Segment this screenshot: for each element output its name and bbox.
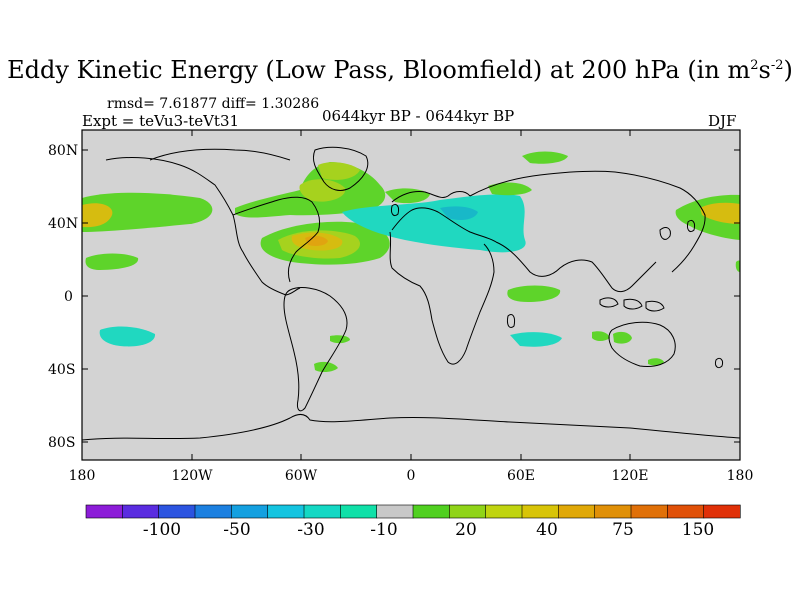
colorbar-swatch [376, 504, 414, 519]
colorbar-swatch [158, 504, 196, 519]
field-atlantic-orange [305, 235, 328, 246]
field-greenland [318, 162, 360, 180]
field-australia [613, 331, 632, 344]
colorbar [85, 504, 741, 519]
colorbar-swatch [122, 504, 160, 519]
colorbar-label-5: 40 [536, 520, 558, 540]
y-label-80n: 80N [48, 143, 79, 159]
field-siberia-green [488, 182, 532, 196]
colorbar-swatch [412, 504, 450, 519]
field-europe-teal [440, 206, 478, 220]
colorbar-label-4: 20 [455, 520, 477, 540]
y-ticks [82, 149, 740, 443]
colorbar-label-3: -10 [370, 520, 398, 540]
field-pacific-west-core [82, 203, 113, 228]
colorbar-swatch [630, 504, 668, 519]
colorbar-swatch [594, 504, 632, 519]
field-south-indian-green [592, 331, 610, 341]
x-label-180-left: 180 [68, 468, 96, 484]
field-south-atlantic-cyan [510, 332, 562, 347]
x-label-120e: 120E [611, 468, 649, 484]
field-europe-cyan [342, 194, 526, 253]
colorbar-swatch [194, 504, 232, 519]
colorbar-swatch [85, 504, 123, 519]
colorbar-label-2: -30 [297, 520, 325, 540]
colorbar-swatch [267, 504, 305, 519]
colorbar-label-6: 75 [612, 520, 634, 540]
colorbar-label-1: -50 [223, 520, 251, 540]
map-background [82, 130, 740, 460]
colorbar-swatch [449, 504, 487, 519]
field-arctic-green [522, 151, 568, 164]
field-pacific-west [82, 192, 213, 232]
x-label-180-right: 180 [726, 468, 754, 484]
colorbar-swatch [703, 504, 741, 519]
colorbar-label-7: 150 [681, 520, 715, 540]
colorbar-label-0: -100 [142, 520, 182, 540]
field-indian-ocean [507, 285, 561, 302]
x-ticks [81, 130, 741, 460]
field-pacific-south [85, 253, 139, 270]
y-label-40n: 40N [48, 216, 79, 232]
colorbar-swatch [231, 504, 269, 519]
y-label-0: 0 [64, 289, 73, 305]
stats-text: rmsd= 7.61877 diff= 1.30286 [107, 96, 320, 112]
field-south-pacific-cyan [99, 326, 156, 347]
field-pacific-east-small [735, 260, 740, 272]
colorbar-swatch [558, 504, 596, 519]
colorbar-swatch [521, 504, 559, 519]
coastlines [82, 146, 740, 441]
y-label-40s: 40S [48, 362, 76, 378]
plot-title: Eddy Kinetic Energy (Low Pass, Bloomfiel… [7, 56, 793, 84]
x-label-60e: 60E [506, 468, 536, 484]
colorbar-swatch [485, 504, 523, 519]
season-label: DJF [708, 112, 737, 130]
y-label-80s: 80S [48, 435, 76, 451]
x-label-120w: 120W [171, 468, 213, 484]
anomaly-fields [82, 146, 740, 441]
field-south-america-green [314, 361, 338, 373]
field-canada-core [299, 179, 346, 202]
field-north-atlantic-green [385, 188, 430, 204]
colorbar-swatch [667, 504, 705, 519]
experiment-label: Expt = teVu3-teVt31 [82, 112, 240, 130]
field-south-australia-green [648, 358, 664, 366]
period-label: 0644kyr BP - 0644kyr BP [322, 107, 515, 125]
field-pacific-east-core [700, 202, 740, 224]
x-label-60w: 60W [284, 468, 318, 484]
colorbar-swatch [340, 504, 378, 519]
colorbar-swatch [303, 504, 341, 519]
field-south-pacific-green [330, 335, 350, 344]
x-label-0: 0 [406, 468, 416, 484]
